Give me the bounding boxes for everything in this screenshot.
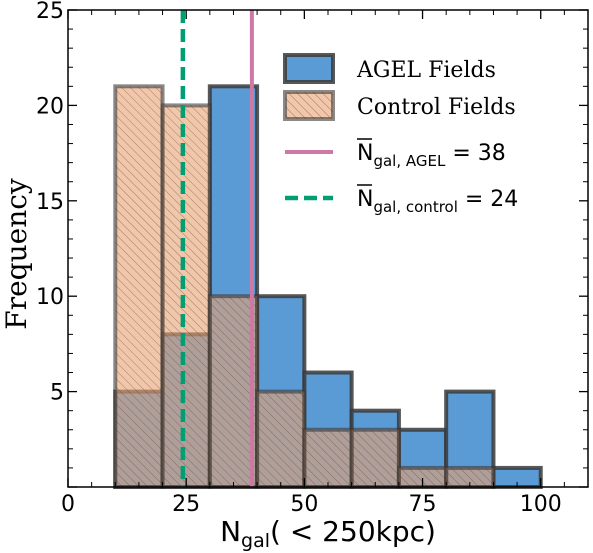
axes: 0 25 50 75 100 5 10 15 20 25	[36, 0, 589, 517]
legend: AGEL Fields Control Fields Ngal, AGEL = 38…	[283, 53, 518, 216]
control-bar-hatch	[349, 427, 401, 490]
legend-agel-patch	[283, 53, 335, 84]
y-tick-label: 20	[36, 94, 64, 119]
control-bar-hatch	[255, 389, 307, 490]
control-bar-hatch	[160, 103, 212, 490]
x-axis-label: Ngal( < 250kpc)	[220, 515, 436, 552]
x-tick-label: 25	[172, 492, 200, 517]
y-tick-label: 10	[36, 285, 64, 310]
legend-control-mean-label: Ngal, control = 24	[357, 187, 518, 216]
x-tick-label: 100	[520, 492, 562, 517]
y-tick-label: 25	[36, 0, 64, 24]
y-tick-label: 15	[36, 190, 64, 215]
plot-area	[113, 10, 543, 490]
legend-control-patch-hatch	[283, 90, 335, 121]
y-tick-label: 5	[50, 381, 64, 406]
control-bar-hatch	[302, 427, 354, 490]
x-tick-label: 0	[61, 492, 75, 517]
legend-agel-label: AGEL Fields	[356, 58, 496, 83]
legend-control-label: Control Fields	[357, 95, 516, 120]
x-tick-label: 50	[290, 492, 318, 517]
legend-agel-mean-label: Ngal, AGEL = 38	[357, 141, 506, 170]
y-axis-label: Frequency	[0, 178, 33, 330]
x-tick-label: 75	[409, 492, 437, 517]
control-bar-hatch	[113, 84, 165, 489]
